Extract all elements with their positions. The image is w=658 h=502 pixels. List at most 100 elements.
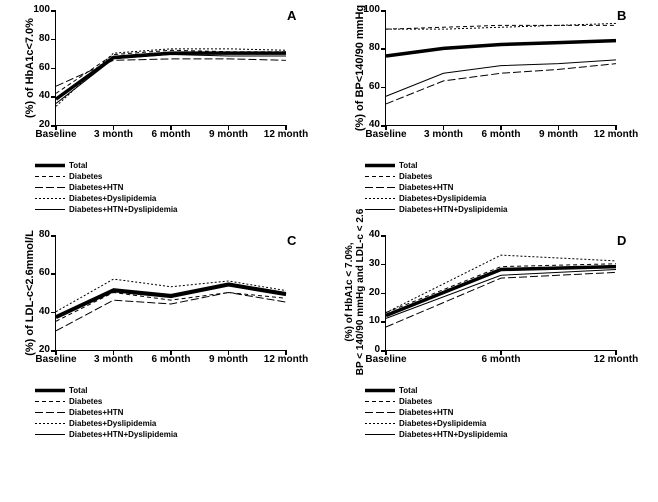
x-tick-label: 12 month xyxy=(256,354,316,365)
legend-line-sample xyxy=(365,204,395,215)
x-tick-label: 6 month xyxy=(141,129,201,140)
legend-label: Diabetes+HTN xyxy=(69,408,123,417)
x-tick-label: 12 month xyxy=(586,129,646,140)
legend-label: Diabetes+Dyslipidemia xyxy=(69,194,156,203)
x-tick-label: 9 month xyxy=(199,129,259,140)
legend-label: Diabetes xyxy=(399,172,432,181)
panel-letter: C xyxy=(287,233,296,248)
legend-item-diabetes: Diabetes xyxy=(35,171,177,182)
legend-item-diabetes_htn_dys: Diabetes+HTN+Dyslipidemia xyxy=(35,204,177,215)
plot-area: 20406080Baseline3 month6 month9 month12 … xyxy=(55,235,286,351)
x-tick-label: 3 month xyxy=(414,129,474,140)
multi-panel-figure: 20406080100Baseline3 month6 month9 month… xyxy=(0,0,658,502)
series-diabetes_htn xyxy=(56,293,286,331)
legend-line-sample xyxy=(365,160,395,171)
y-axis-label: (%) of LDL-c<2.6mmol/L xyxy=(24,218,36,368)
legend-label: Diabetes+HTN xyxy=(69,183,123,192)
legend-line-sample xyxy=(365,171,395,182)
legend-item-diabetes: Diabetes xyxy=(35,396,177,407)
legend-label: Diabetes+HTN+Dyslipidemia xyxy=(69,205,177,214)
legend-label: Total xyxy=(399,161,418,170)
series-diabetes_htn xyxy=(386,272,616,327)
legend-label: Diabetes+Dyslipidemia xyxy=(399,419,486,428)
legend-item-diabetes_htn_dys: Diabetes+HTN+Dyslipidemia xyxy=(365,429,507,440)
legend-item-diabetes_htn_dys: Diabetes+HTN+Dyslipidemia xyxy=(35,429,177,440)
x-tick-label: 3 month xyxy=(84,129,144,140)
legend-line-sample xyxy=(35,396,65,407)
legend-item-diabetes: Diabetes xyxy=(365,171,507,182)
legend-line-sample xyxy=(365,407,395,418)
series-total xyxy=(386,41,616,56)
series-diabetes_htn_dys xyxy=(386,270,616,319)
legend: Total Diabetes Diabetes+HTN Diabetes+Dyslip… xyxy=(35,385,177,440)
legend-line-sample xyxy=(35,182,65,193)
legend: Total Diabetes Diabetes+HTN Diabetes+Dyslip… xyxy=(365,385,507,440)
legend-label: Diabetes+Dyslipidemia xyxy=(69,419,156,428)
legend-item-total: Total xyxy=(35,160,177,171)
series-diabetes xyxy=(56,50,286,93)
panel-A: 20406080100Baseline3 month6 month9 month… xyxy=(55,10,286,126)
legend-label: Total xyxy=(69,161,88,170)
legend-item-diabetes_dys: Diabetes+Dyslipidemia xyxy=(365,418,507,429)
panel-letter: D xyxy=(617,233,626,248)
legend-line-sample xyxy=(35,429,65,440)
legend-label: Diabetes+HTN+Dyslipidemia xyxy=(399,430,507,439)
legend-item-diabetes_htn: Diabetes+HTN xyxy=(35,407,177,418)
legend-label: Diabetes xyxy=(399,397,432,406)
series-diabetes_dys xyxy=(56,49,286,107)
legend-line-sample xyxy=(35,407,65,418)
x-tick-label: 12 month xyxy=(256,129,316,140)
legend-label: Total xyxy=(69,386,88,395)
x-tick-label: 6 month xyxy=(471,129,531,140)
y-axis-label: (%) of HbA1c<7.0% xyxy=(24,0,36,143)
series-diabetes_htn_dys xyxy=(386,60,616,96)
plot-area: 20406080100Baseline3 month6 month9 month… xyxy=(55,10,286,126)
panel-D: 010203040Baseline6 month12 month(%) of H… xyxy=(385,235,616,351)
panel-letter: B xyxy=(617,8,626,23)
legend-item-diabetes: Diabetes xyxy=(365,396,507,407)
legend-label: Diabetes xyxy=(69,397,102,406)
legend-line-sample xyxy=(365,396,395,407)
legend-line-sample xyxy=(365,385,395,396)
panel-letter: A xyxy=(287,8,296,23)
legend-line-sample xyxy=(35,385,65,396)
x-tick-label: 12 month xyxy=(586,354,646,365)
legend-line-sample xyxy=(35,171,65,182)
legend-item-diabetes_htn: Diabetes+HTN xyxy=(365,182,507,193)
x-tick-label: 9 month xyxy=(199,354,259,365)
chart-lines xyxy=(386,10,616,125)
legend-label: Diabetes+Dyslipidemia xyxy=(399,194,486,203)
x-tick-label: 6 month xyxy=(141,354,201,365)
y-axis-label: (%) of BP<140/90 mmHg xyxy=(354,0,366,143)
x-tick-label: 9 month xyxy=(529,129,589,140)
legend-label: Diabetes+HTN xyxy=(399,408,453,417)
plot-area: 406080100Baseline3 month6 month9 month12… xyxy=(385,10,616,126)
legend-line-sample xyxy=(35,418,65,429)
legend-item-total: Total xyxy=(35,385,177,396)
legend-item-diabetes_dys: Diabetes+Dyslipidemia xyxy=(35,418,177,429)
legend-item-total: Total xyxy=(365,385,507,396)
chart-lines xyxy=(56,10,286,125)
legend-label: Total xyxy=(399,386,418,395)
legend-line-sample xyxy=(35,160,65,171)
panel-C: 20406080Baseline3 month6 month9 month12 … xyxy=(55,235,286,351)
legend-line-sample xyxy=(365,429,395,440)
chart-lines xyxy=(386,235,616,350)
plot-area: 010203040Baseline6 month12 month xyxy=(385,235,616,351)
y-axis-label: (%) of HbA1c < 7.0%,BP < 140/90 mmHg and… xyxy=(344,192,366,392)
chart-lines xyxy=(56,235,286,350)
legend-line-sample xyxy=(365,418,395,429)
panel-B: 406080100Baseline3 month6 month9 month12… xyxy=(385,10,616,126)
legend-item-diabetes_dys: Diabetes+Dyslipidemia xyxy=(35,193,177,204)
legend-label: Diabetes+HTN+Dyslipidemia xyxy=(69,430,177,439)
x-tick-label: 6 month xyxy=(471,354,531,365)
series-diabetes_htn_dys xyxy=(56,55,286,104)
legend: Total Diabetes Diabetes+HTN Diabetes+Dyslip… xyxy=(35,160,177,215)
legend-label: Diabetes xyxy=(69,172,102,181)
legend: Total DiabetesDiabetes+HTNDiabetes+Dyslip… xyxy=(365,160,507,215)
legend-line-sample xyxy=(365,193,395,204)
series-diabetes_htn xyxy=(386,64,616,104)
x-tick-label: 3 month xyxy=(84,354,144,365)
legend-item-diabetes_dys: Diabetes+Dyslipidemia xyxy=(365,193,507,204)
series-diabetes_dys xyxy=(386,255,616,313)
